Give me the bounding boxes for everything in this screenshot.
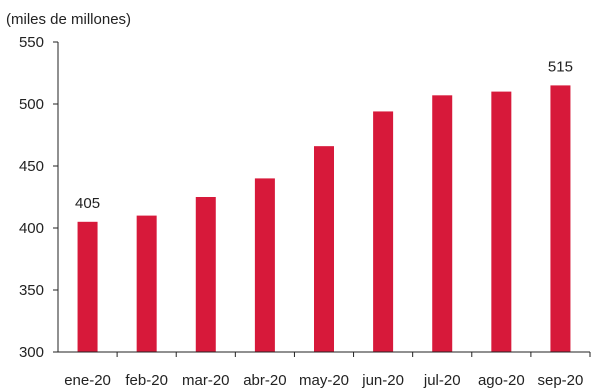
x-tick-label: may-20 bbox=[299, 372, 349, 388]
bar bbox=[550, 85, 571, 353]
x-tick-label: sep-20 bbox=[538, 372, 584, 388]
bar bbox=[77, 221, 98, 352]
y-tick-label: 450 bbox=[19, 158, 44, 175]
x-tick-label: ago-20 bbox=[478, 372, 525, 388]
unit-label: (miles de millones) bbox=[6, 11, 131, 28]
y-tick-label: 350 bbox=[19, 282, 44, 299]
bar bbox=[432, 95, 453, 352]
bar bbox=[254, 178, 275, 352]
bar bbox=[195, 197, 216, 352]
y-tick-label: 500 bbox=[19, 96, 44, 113]
x-tick-label: abr-20 bbox=[243, 372, 286, 388]
x-tick-label: ene-20 bbox=[64, 372, 111, 388]
y-tick-label: 550 bbox=[19, 34, 44, 51]
bar bbox=[136, 215, 157, 352]
bar bbox=[314, 146, 334, 352]
data-label: 515 bbox=[548, 58, 573, 75]
bars-group bbox=[77, 85, 571, 353]
bar bbox=[491, 91, 512, 352]
labels-group: 300 350 400 450 500 550 ene-20 feb-20 mar-20 abr-… bbox=[19, 34, 583, 388]
y-tick-label: 400 bbox=[19, 220, 44, 237]
x-tick-label: mar-20 bbox=[182, 372, 230, 388]
x-tick-label: feb-20 bbox=[125, 372, 168, 388]
axes-group bbox=[53, 41, 591, 357]
bar bbox=[373, 111, 394, 352]
x-tick-label: jun-20 bbox=[361, 372, 404, 388]
y-tick-label: 300 bbox=[19, 344, 44, 361]
data-label: 405 bbox=[75, 195, 100, 212]
x-tick-label: jul-20 bbox=[423, 372, 461, 388]
